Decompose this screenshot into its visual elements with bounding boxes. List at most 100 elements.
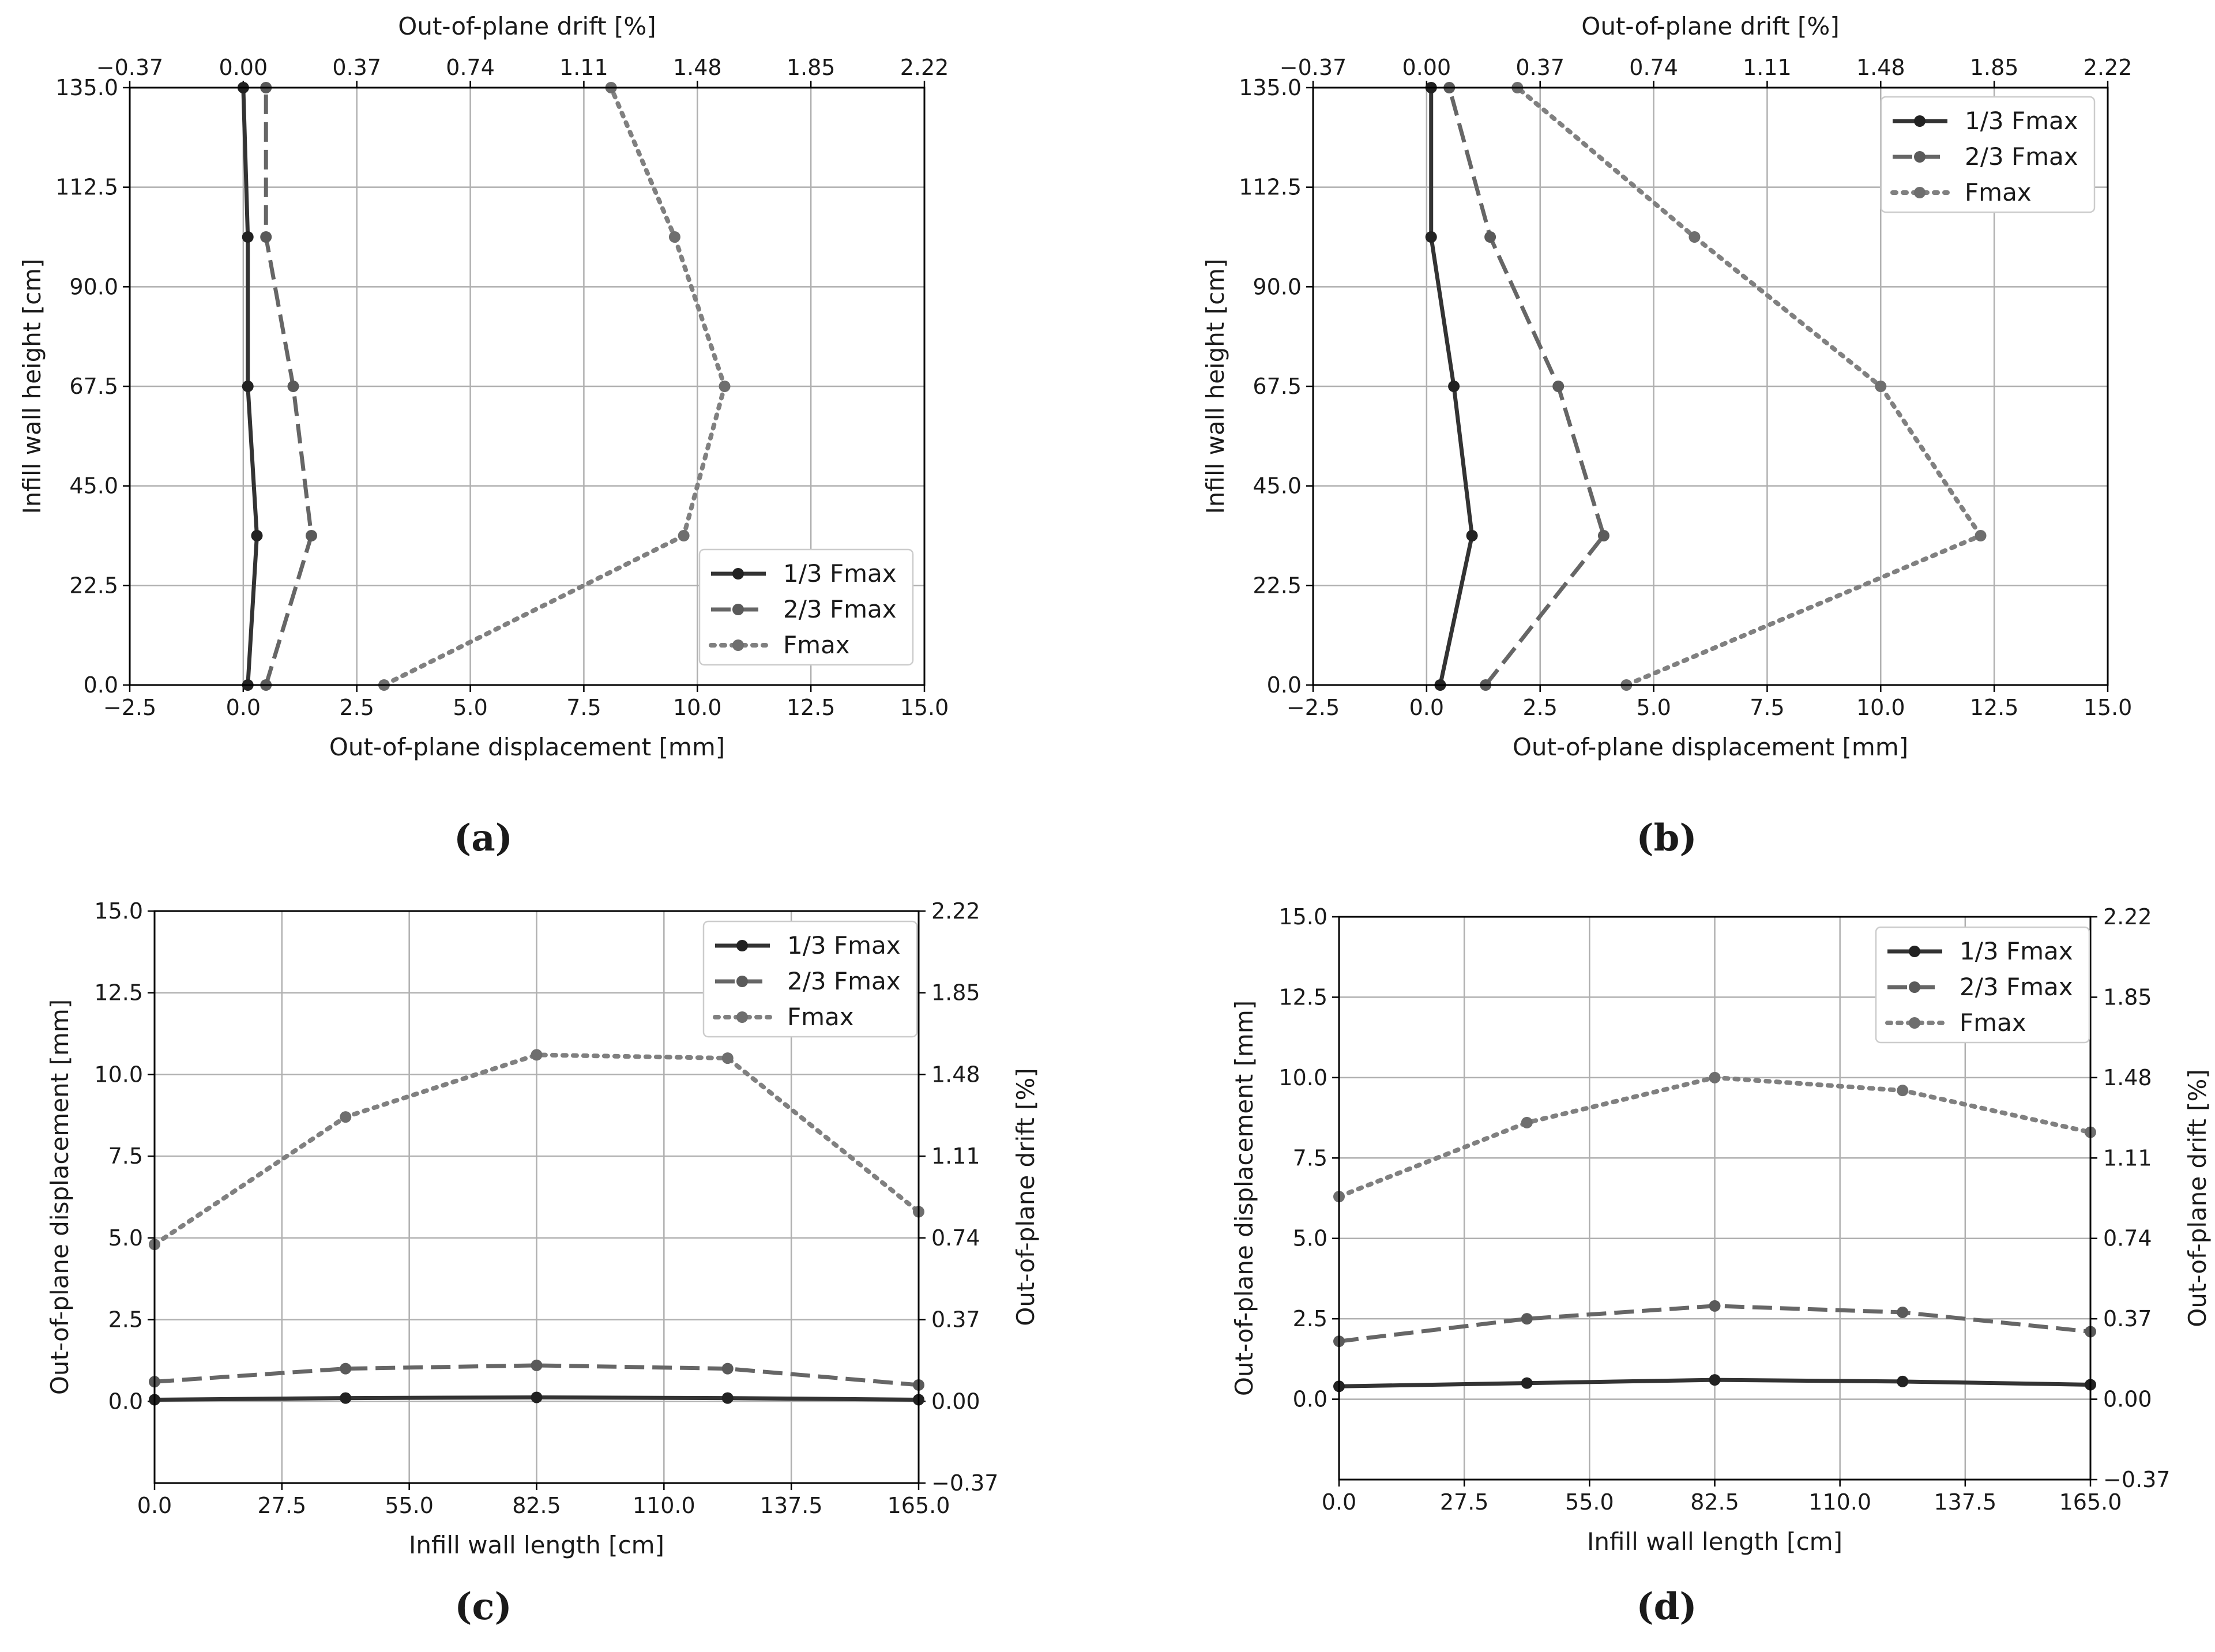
x-tick-label: 27.5 [258, 1493, 307, 1518]
data-point [287, 381, 299, 392]
secondary-tick-label: 1.11 [1743, 55, 1792, 80]
y-tick-label: 12.5 [94, 980, 143, 1006]
x-tick-label: 110.0 [633, 1493, 695, 1518]
y-tick-label: 10.0 [1278, 1065, 1328, 1090]
legend: 1/3 Fmax 2/3 Fmax Fmax [698, 548, 914, 666]
y-tick-label: 5.0 [108, 1225, 143, 1251]
y-tick-label: 112.5 [55, 175, 118, 200]
secondary-tick-label: 1.11 [931, 1143, 980, 1169]
legend-label: Fmax [1960, 1008, 2026, 1037]
y-tick-label: 90.0 [1253, 274, 1302, 299]
secondary-tick-label: −0.37 [931, 1470, 998, 1496]
data-point [1709, 1300, 1721, 1312]
data-point [305, 530, 317, 541]
data-point [721, 1392, 734, 1404]
secondary-tick-label: 1.85 [787, 55, 836, 80]
panel-caption: (d) [1636, 1585, 1697, 1628]
y-tick-label: 22.5 [69, 573, 118, 598]
data-point [1425, 231, 1437, 243]
legend-label: 1/3 Fmax [1965, 107, 2078, 135]
data-point [1521, 1313, 1533, 1325]
data-point [1484, 231, 1496, 243]
y-tick-label: 0.0 [1293, 1387, 1328, 1412]
y-tick-label: 15.0 [94, 898, 143, 924]
legend-label: 1/3 Fmax [1960, 937, 2073, 965]
x-tick-label: 0.0 [1322, 1489, 1356, 1515]
x-tick-label: 165.0 [2059, 1489, 2122, 1515]
x-tick-label: 2.5 [1522, 695, 1557, 720]
legend-marker [1914, 151, 1926, 163]
series-line-2 [154, 1363, 919, 1387]
data-point [251, 530, 263, 541]
data-point [1897, 1306, 1909, 1318]
secondary-tick-label: 0.74 [1629, 55, 1678, 80]
y-tick-label: 90.0 [69, 274, 118, 299]
y-tick-label: 22.5 [1253, 573, 1302, 598]
y-tick-label: 45.0 [1253, 473, 1302, 499]
secondary-tick-label: 0.74 [2103, 1226, 2152, 1251]
legend-marker [732, 568, 744, 579]
data-point [260, 231, 272, 243]
secondary-tick-label: 1.48 [2103, 1065, 2152, 1090]
y-tick-label: 135.0 [1239, 75, 1302, 100]
data-point [1688, 231, 1701, 243]
y-tick-label: 5.0 [1293, 1226, 1328, 1251]
data-point [340, 1111, 352, 1123]
legend-marker [732, 604, 744, 615]
x-tick-label: 165.0 [887, 1493, 950, 1518]
legend-label: 2/3 Fmax [787, 967, 901, 995]
x-tick-label: 0.0 [1409, 695, 1444, 720]
legend-label: Fmax [783, 631, 850, 659]
data-point [719, 381, 731, 392]
secondary-axis-title: Out-of-plane drift [%] [1011, 1068, 1040, 1326]
y-tick-label: 45.0 [69, 473, 118, 499]
plot-frame [1338, 916, 2092, 1481]
x-axis-title: Out-of-plane displacement [mm] [329, 733, 725, 761]
secondary-tick-label: 1.48 [1856, 55, 1905, 80]
secondary-tick-label: −0.37 [2103, 1467, 2170, 1492]
legend-label: 1/3 Fmax [783, 559, 897, 588]
legend-label: 2/3 Fmax [783, 595, 897, 623]
data-point [242, 231, 254, 243]
legend-marker [736, 940, 748, 951]
data-point [1709, 1071, 1721, 1083]
legend-marker [1909, 1017, 1920, 1029]
secondary-tick-label: 2.22 [2084, 55, 2133, 80]
data-point [1709, 1374, 1721, 1386]
y-tick-label: 112.5 [1239, 175, 1302, 200]
y-tick-label: 0.0 [1267, 672, 1302, 698]
x-tick-label: 82.5 [512, 1493, 561, 1518]
legend-label: 1/3 Fmax [787, 931, 901, 959]
x-tick-label: 82.5 [1690, 1489, 1739, 1515]
y-tick-label: 7.5 [1293, 1145, 1328, 1171]
legend-box [1875, 926, 2090, 1044]
data-point [678, 530, 690, 541]
data-point [340, 1363, 352, 1375]
legend-label: Fmax [1965, 178, 2032, 206]
legend-label: Fmax [787, 1003, 854, 1031]
secondary-axis-title: Out-of-plane drift [%] [2183, 1069, 2212, 1327]
legend-label: 2/3 Fmax [1960, 973, 2073, 1001]
x-axis-title: Out-of-plane displacement [mm] [1513, 733, 1908, 761]
x-tick-label: 55.0 [385, 1493, 434, 1518]
secondary-tick-label: 0.37 [1515, 55, 1565, 80]
x-tick-label: −2.5 [1287, 695, 1340, 720]
secondary-tick-label: 1.85 [1970, 55, 2019, 80]
y-tick-label: 0.0 [84, 672, 118, 698]
secondary-tick-label: 0.37 [2103, 1306, 2152, 1331]
y-tick-label: 0.0 [108, 1388, 143, 1414]
legend-marker [736, 1011, 748, 1023]
legend-marker [1914, 115, 1926, 127]
panel-caption: (c) [454, 1585, 512, 1628]
x-tick-label: 137.5 [1934, 1489, 1996, 1515]
x-tick-label: 10.0 [673, 695, 722, 720]
x-tick-label: 110.0 [1808, 1489, 1871, 1515]
legend-box [702, 920, 918, 1038]
chart-panel-a: −2.5 0.0 2.5 5.0 7.5 10.0 12.5 15.00.022.545.06… [18, 12, 949, 860]
secondary-tick-label: −0.37 [96, 55, 163, 80]
legend-marker [1909, 981, 1920, 993]
x-tick-label: 0.0 [226, 695, 261, 720]
legend-marker [1914, 187, 1926, 198]
data-point [721, 1052, 734, 1064]
